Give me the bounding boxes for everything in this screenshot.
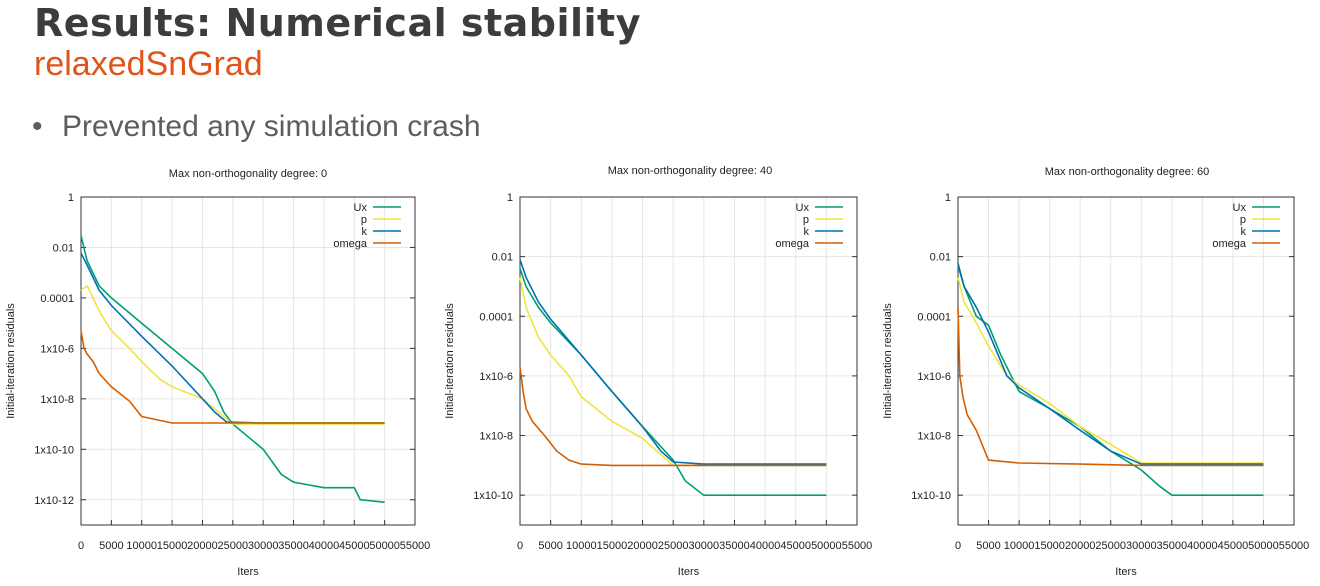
x-tick-label: 55000 [400,540,431,552]
x-tick-label: 10000 [1004,540,1035,552]
y-tick-label: 1x10-8 [917,431,951,443]
x-tick-label: 0 [517,540,523,552]
x-tick-label: 30000 [689,540,720,552]
x-tick-label: 15000 [157,540,188,552]
x-tick-label: 50000 [1248,540,1279,552]
y-tick-label: 1x10-8 [479,431,513,443]
plot-frame [80,196,416,526]
y-tick-label: 1x10-8 [40,394,74,406]
chart-0: Max non-orthogonality degree: 0 1 0.01 0.00… [5,168,430,578]
x-tick-label: 5000 [538,540,562,552]
series-line-Ux [519,268,827,497]
legend-label: p [1240,214,1246,226]
x-tick-label: 10000 [126,540,157,552]
bullet-icon: • [32,110,43,143]
legend-label: k [804,226,810,238]
chart-title: Max non-orthogonality degree: 60 [1045,166,1210,178]
x-tick-label: 55000 [842,540,873,552]
x-tick-label: 15000 [597,540,628,552]
x-tick-label: 0 [78,540,84,552]
series-line-p [80,284,385,425]
y-tick-label: 1x10-10 [911,490,951,502]
bullet-item: • Prevented any simulation crash [32,107,481,147]
x-tick-label: 25000 [1095,540,1126,552]
series-line-k [519,259,827,465]
x-tick-label: 40000 [1187,540,1218,552]
y-tick-label: 1x10-6 [917,371,951,383]
legend-label: k [1241,226,1247,238]
plot-frame [957,196,1295,526]
x-tick-label: 20000 [187,540,218,552]
x-tick-label: 35000 [719,540,750,552]
x-tick-label: 45000 [339,540,370,552]
series-line-p [957,277,1264,464]
x-tick-label: 50000 [811,540,842,552]
y-tick-label: 0.0001 [40,293,74,305]
legend-label: p [361,214,367,226]
legend-label: Ux [796,202,810,214]
x-tick-label: 40000 [750,540,781,552]
chart-1: Max non-orthogonality degree: 40 1 0.01 0.0… [444,165,872,578]
legend-label: k [362,226,368,238]
x-tick-label: 35000 [278,540,309,552]
legend-label: omega [775,238,810,250]
legend-label: p [803,214,809,226]
legend-label: Ux [1233,202,1247,214]
chart-title: Max non-orthogonality degree: 40 [608,165,773,177]
x-tick-label: 45000 [780,540,811,552]
legend-label: omega [1212,238,1247,250]
x-tick-label: 15000 [1034,540,1065,552]
x-tick-label: 50000 [369,540,400,552]
x-tick-label: 25000 [218,540,249,552]
slide-title: Results: Numerical stability [34,1,641,45]
x-tick-label: 55000 [1279,540,1310,552]
x-axis-label: Iters [1115,566,1137,578]
y-tick-label: 0.01 [930,252,951,264]
x-tick-label: 35000 [1157,540,1188,552]
x-axis-label: Iters [678,566,700,578]
y-axis-label: Initial-iteration residuals [5,303,17,419]
series-line-omega [80,330,385,424]
x-tick-label: 0 [955,540,961,552]
slide-subtitle: relaxedSnGrad [34,45,263,83]
y-axis-label: Initial-iteration residuals [882,303,894,419]
y-tick-label: 1 [945,192,951,204]
y-tick-label: 1x10-6 [479,371,513,383]
x-tick-label: 5000 [976,540,1000,552]
x-tick-label: 30000 [248,540,279,552]
x-tick-label: 45000 [1218,540,1249,552]
y-tick-label: 1 [68,192,74,204]
x-tick-label: 40000 [309,540,340,552]
x-tick-label: 5000 [99,540,123,552]
y-tick-label: 0.0001 [917,311,951,323]
x-tick-label: 30000 [1126,540,1157,552]
y-tick-label: 1x10-10 [473,490,513,502]
series-line-Ux [80,235,385,503]
series-line-k [957,263,1264,465]
y-axis-label: Initial-iteration residuals [444,303,456,419]
legend-label: Ux [354,202,368,214]
chart-2: Max non-orthogonality degree: 60 1 0.01 0.0… [882,166,1309,578]
x-tick-label: 20000 [1065,540,1096,552]
y-tick-label: 0.01 [492,252,513,264]
legend-label: omega [333,238,368,250]
y-tick-label: 1x10-6 [40,343,74,355]
plot-frame [519,196,858,526]
series-line-omega [957,307,1264,467]
chart-title: Max non-orthogonality degree: 0 [169,168,327,180]
y-tick-label: 0.0001 [479,311,513,323]
x-axis-label: Iters [237,566,259,578]
series-line-omega [519,366,827,467]
x-tick-label: 10000 [566,540,597,552]
y-tick-label: 0.01 [53,242,74,254]
y-tick-label: 1x10-12 [34,495,74,507]
x-tick-label: 20000 [627,540,658,552]
x-tick-label: 25000 [658,540,689,552]
bullet-text: Prevented any simulation crash [62,110,481,143]
y-tick-label: 1x10-10 [34,444,74,456]
y-tick-label: 1 [507,192,513,204]
